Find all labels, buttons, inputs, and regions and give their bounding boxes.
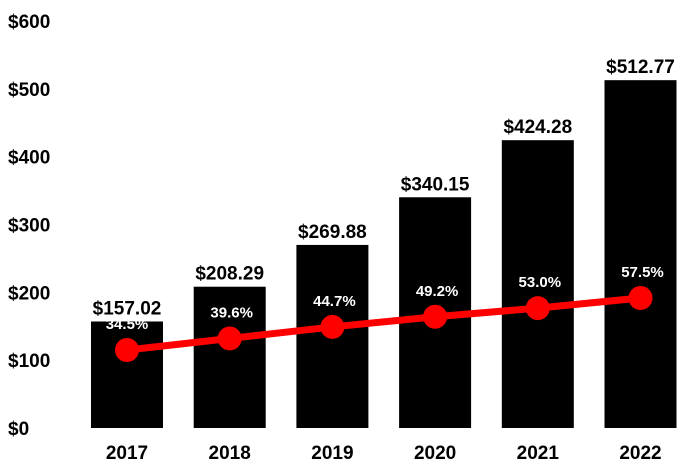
bar-value-label: $424.28 xyxy=(503,117,572,138)
y-tick-label: $0 xyxy=(8,419,29,440)
line-point xyxy=(525,296,550,321)
y-tick-label: $600 xyxy=(8,12,50,33)
bar-value-labels: $157.02 $208.29 $269.88 $340.15 $424.28 $512.… xyxy=(93,57,675,319)
bar-value-label: $157.02 xyxy=(93,298,162,319)
bar-value-label: $208.29 xyxy=(195,264,264,285)
line-series: 34.5% 39.6% 44.7% 49.2% 53.0% 57.5% xyxy=(106,264,664,362)
x-tick-label: 2022 xyxy=(619,443,661,464)
bar xyxy=(193,286,266,428)
y-tick-label: $200 xyxy=(8,283,50,304)
line-path xyxy=(126,294,641,354)
bar-series xyxy=(91,80,677,429)
bar xyxy=(91,321,163,428)
x-tick-label: 2021 xyxy=(517,443,560,464)
line-point xyxy=(320,314,345,339)
line-point xyxy=(628,285,653,310)
bar-value-label: $269.88 xyxy=(298,222,367,243)
bar-value-label: $340.15 xyxy=(401,174,470,195)
y-tick-label: $300 xyxy=(8,216,50,237)
line-point-label: 49.2% xyxy=(416,283,459,300)
bar xyxy=(604,80,677,428)
x-tick-label: 2019 xyxy=(311,443,353,464)
line-point-label: 53.0% xyxy=(519,274,562,291)
y-tick-label: $500 xyxy=(8,80,50,101)
line-point xyxy=(217,326,242,351)
x-axis: 2017 2018 2019 2020 2021 2022 xyxy=(106,443,662,464)
bar xyxy=(501,140,574,429)
bar-value-label: $512.77 xyxy=(606,57,675,78)
line-point xyxy=(423,304,448,329)
y-axis: $0 $100 $200 $300 $400 $500 $600 xyxy=(8,12,50,440)
y-tick-label: $400 xyxy=(8,148,50,169)
x-tick-label: 2020 xyxy=(414,443,456,464)
line-point-label: 39.6% xyxy=(210,304,253,321)
x-tick-label: 2017 xyxy=(106,443,148,464)
line-point-label: 57.5% xyxy=(621,264,664,281)
x-tick-label: 2018 xyxy=(209,443,251,464)
line-point-label: 44.7% xyxy=(313,293,356,310)
line-point xyxy=(115,337,139,362)
y-tick-label: $100 xyxy=(8,351,50,372)
line-point-label: 34.5% xyxy=(106,316,149,333)
